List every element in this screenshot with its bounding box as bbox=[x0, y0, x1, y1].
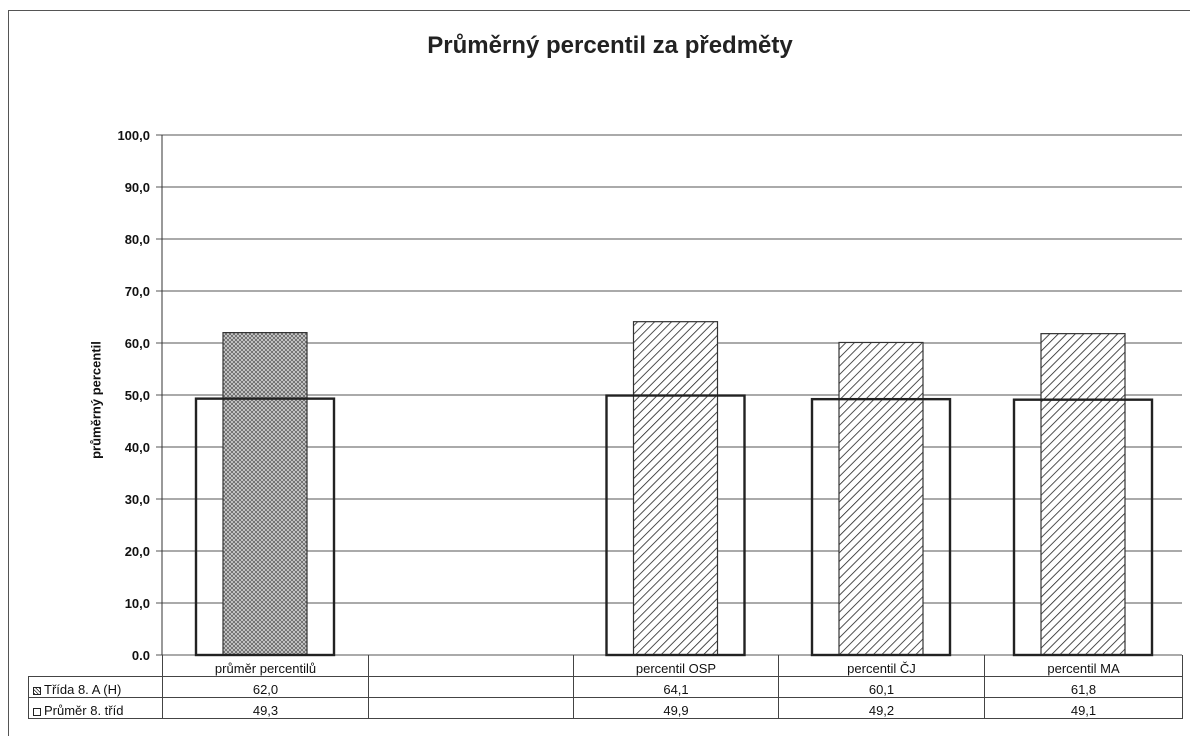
y-tick-label: 90,0 bbox=[125, 180, 150, 195]
y-tick-label: 60,0 bbox=[125, 336, 150, 351]
data-value-cell: 60,1 bbox=[778, 676, 985, 698]
y-tick-label: 30,0 bbox=[125, 492, 150, 507]
y-tick-label: 40,0 bbox=[125, 440, 150, 455]
data-value-cell: 61,8 bbox=[984, 676, 1183, 698]
legend-label: Průměr 8. tříd bbox=[44, 703, 124, 718]
y-tick-label: 70,0 bbox=[125, 284, 150, 299]
y-tick-label: 10,0 bbox=[125, 596, 150, 611]
series-row: Průměr 8. tříd 49,3 49,9 49,2 49,1 bbox=[28, 697, 1183, 719]
legend-entry: Průměr 8. tříd bbox=[28, 697, 163, 719]
x-category-label: percentil ČJ bbox=[778, 655, 985, 677]
y-tick-label: 50,0 bbox=[125, 388, 150, 403]
bar-trida-8a bbox=[1040, 333, 1126, 656]
x-category-label: percentil MA bbox=[984, 655, 1183, 677]
legend-key-icon bbox=[33, 687, 41, 695]
y-tick-label: 0,0 bbox=[132, 648, 150, 660]
bar-trida-8a bbox=[838, 341, 924, 656]
legend-key-icon bbox=[33, 708, 41, 716]
y-tick-label: 20,0 bbox=[125, 544, 150, 559]
legend-entry: Třída 8. A (H) bbox=[28, 676, 163, 698]
bar-trida-8a bbox=[222, 332, 308, 656]
x-category-label bbox=[368, 655, 574, 677]
data-table: průměr percentilů percentil OSP percentil … bbox=[28, 655, 1183, 719]
data-value-cell: 62,0 bbox=[162, 676, 369, 698]
data-value-cell: 49,3 bbox=[162, 697, 369, 719]
x-category-label: průměr percentilů bbox=[162, 655, 369, 677]
category-row: průměr percentilů percentil OSP percentil … bbox=[29, 655, 1183, 677]
y-tick-label: 100,0 bbox=[117, 128, 150, 143]
chart-title: Průměrný percentil za předměty bbox=[427, 32, 793, 59]
data-value-cell: 64,1 bbox=[573, 676, 779, 698]
chart-frame bbox=[8, 10, 1190, 736]
data-value-cell bbox=[368, 697, 574, 719]
bar-chart: 0,0 10,0 20,0 30,0 40,0 50,0 60,0 70,0 80,0 90,0 1… bbox=[117, 128, 1182, 660]
x-category-label: percentil OSP bbox=[573, 655, 779, 677]
y-tick-label: 80,0 bbox=[125, 232, 150, 247]
data-value-cell: 49,2 bbox=[778, 697, 985, 719]
legend-label: Třída 8. A (H) bbox=[44, 682, 122, 697]
data-value-cell bbox=[368, 676, 574, 698]
data-value-cell: 49,9 bbox=[573, 697, 779, 719]
data-value-cell: 49,1 bbox=[984, 697, 1183, 719]
bar-trida-8a bbox=[632, 321, 719, 656]
series-row: Třída 8. A (H) 62,0 64,1 60,1 61,8 bbox=[28, 676, 1183, 698]
